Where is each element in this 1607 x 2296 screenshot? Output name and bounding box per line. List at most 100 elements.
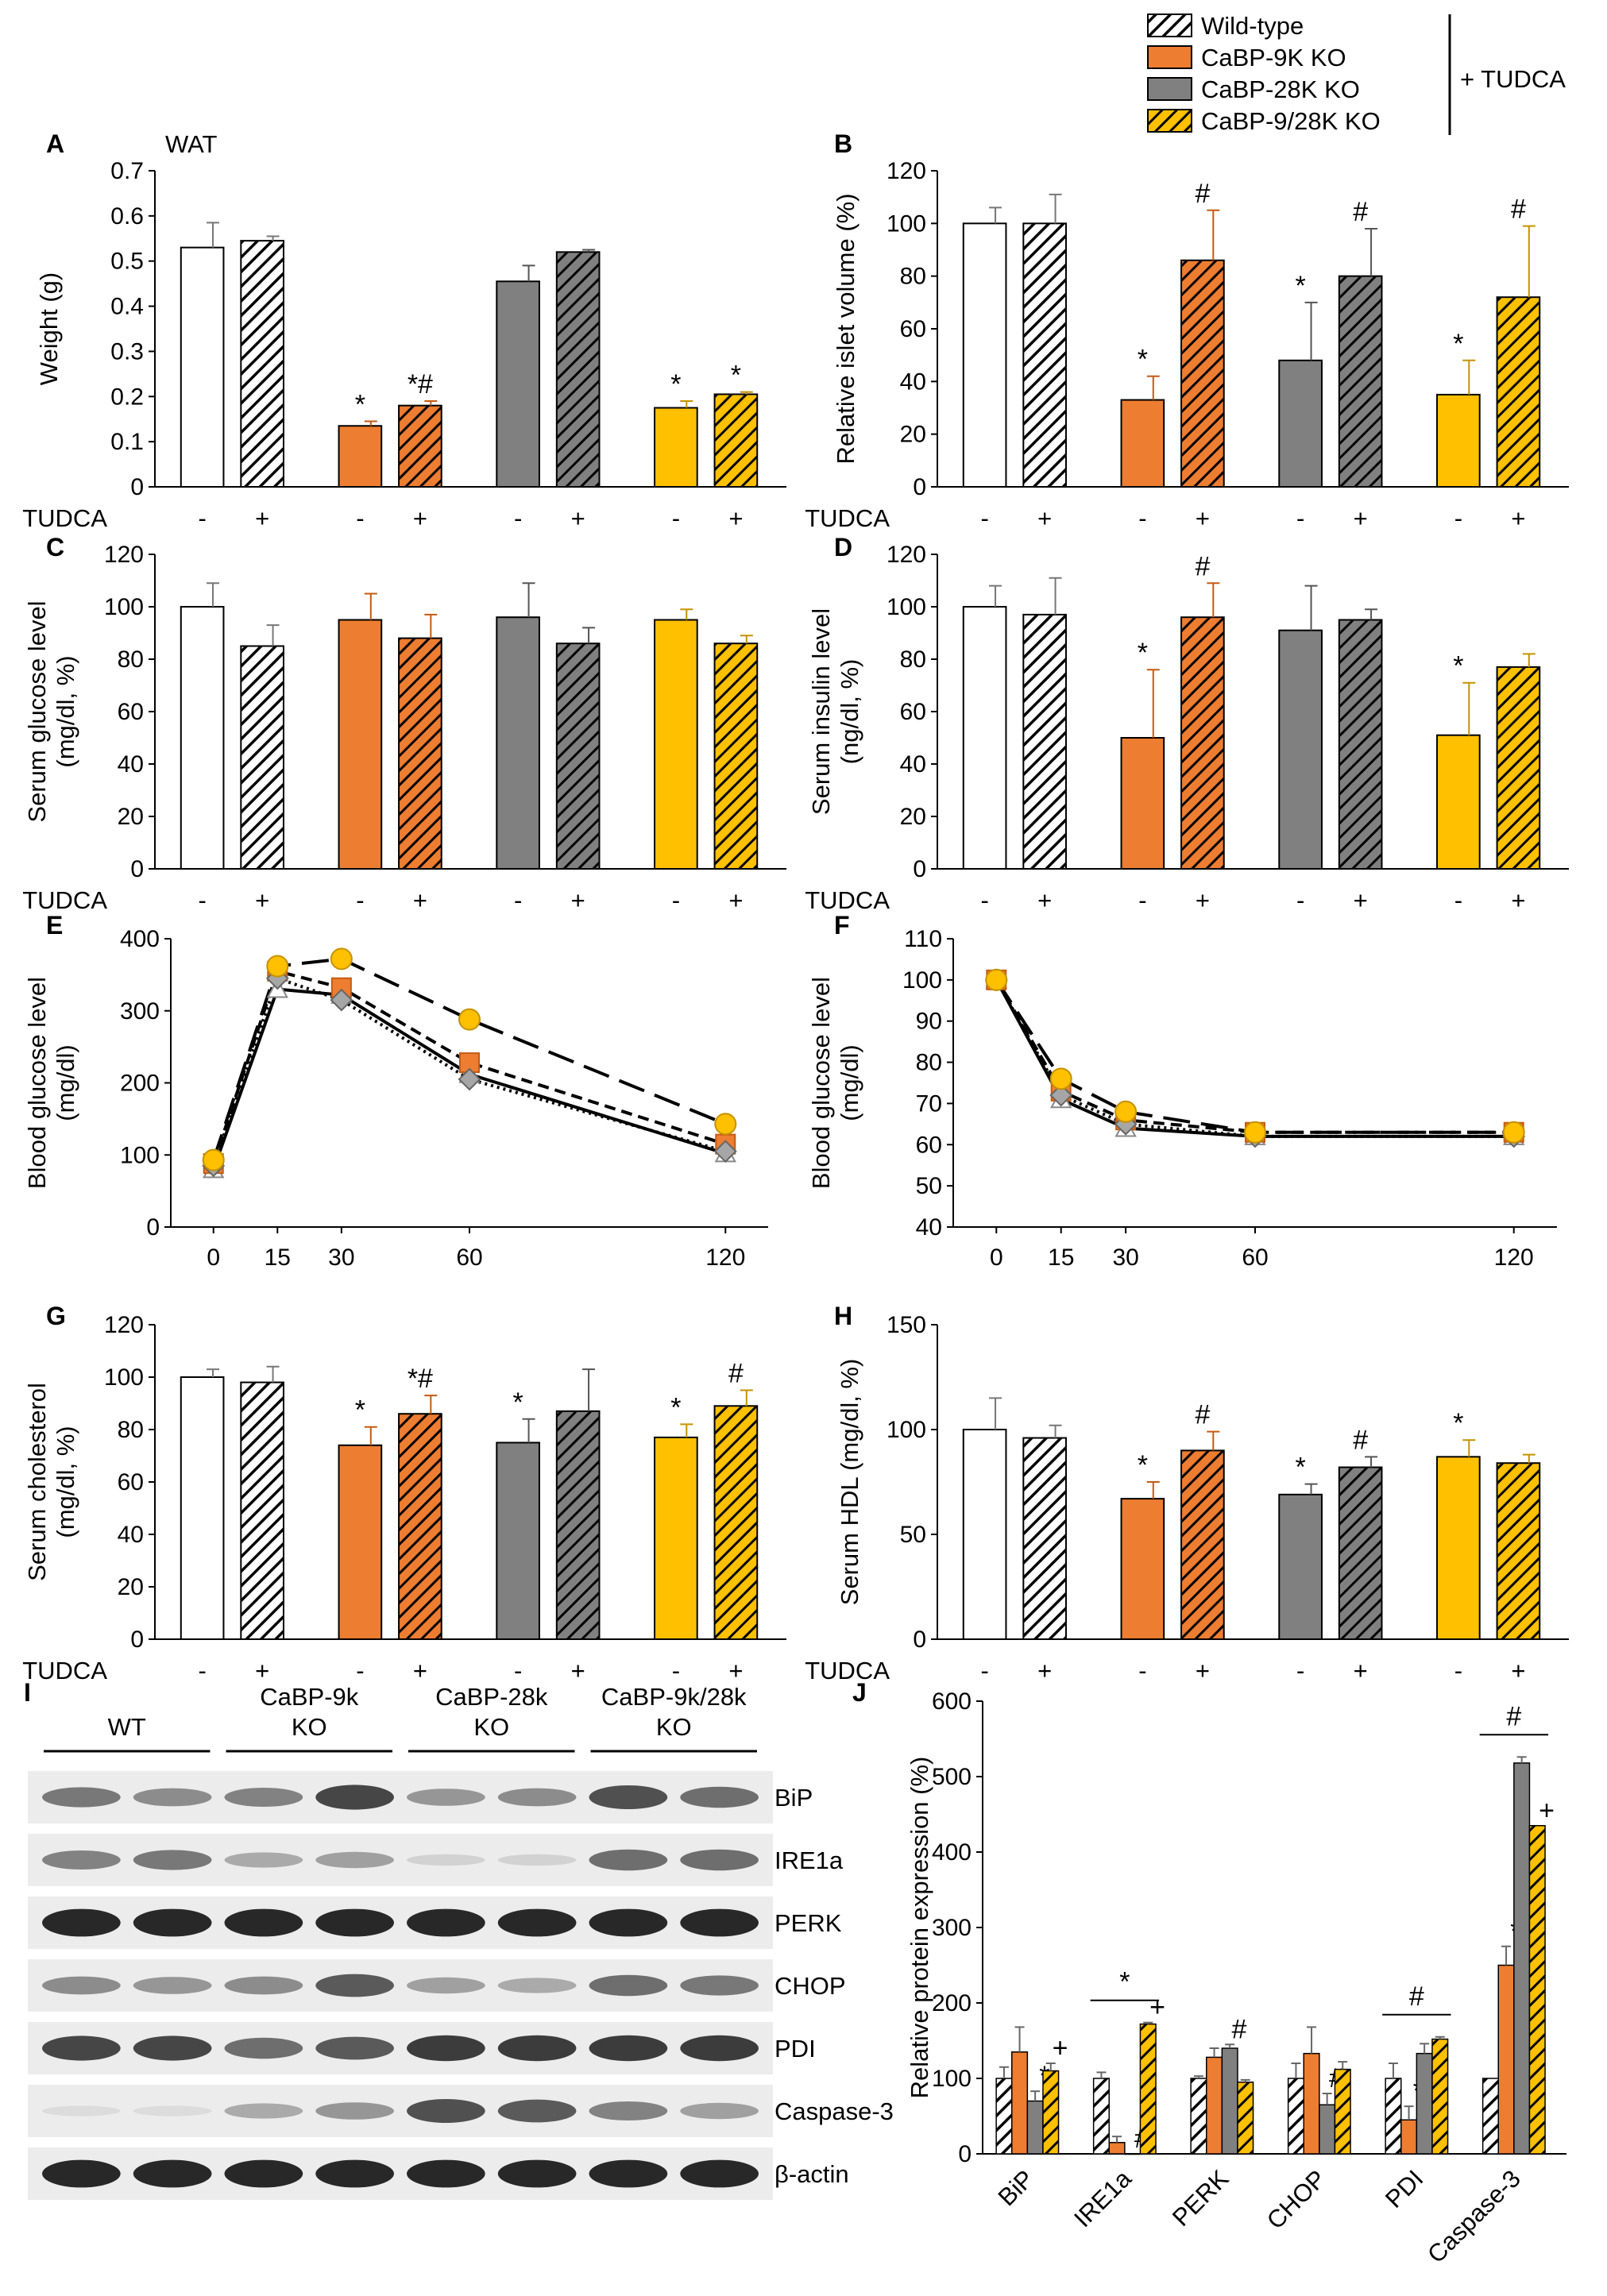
y-tick-label: 50 [900,1522,926,1548]
bar-wild-type-tudca [240,645,284,870]
x-tick-label: 15 [265,1244,291,1271]
blot-group-label-line1: CaBP-28k [435,1683,548,1711]
y-axis-title: Blood glucose level (mg/dl) [807,977,863,1189]
tudca-sign: - [1138,1657,1146,1684]
bar-caspase-3-wild-type [1481,2078,1500,2155]
y-tick-label: 20 [118,1574,144,1600]
significance-mark: * [355,390,365,420]
marker-cabp-9-28k-ko [985,968,1008,991]
bar-cabp-9-28k-ko-tudca [713,642,759,870]
x-tick-label: 60 [456,1244,482,1271]
marker-cabp-28k-ko [330,988,353,1012]
y-tick-label: 0.2 [110,384,144,410]
tudca-sign: - [980,1657,988,1684]
tudca-sign: + [1511,504,1525,532]
tudca-sign: + [1196,886,1210,914]
significance-mark: * [1453,1408,1463,1438]
y-tick-label: 120 [104,542,144,568]
blot-band [680,2102,759,2120]
tudca-sign: + [1196,1657,1210,1684]
bar-cabp-9k-ko-tudca [398,1413,442,1640]
tudca-sign: + [728,504,743,532]
blot-band [497,1788,577,1807]
tudca-sign: - [356,504,364,532]
panel-d-serum-insulin: 0 20 40 60 80 100 120 D - + * - # + - + * - + TUDCA Serum in… [805,533,1569,914]
x-category-label-group: CHOP [1261,2165,1331,2235]
y-tick-label: 150 [887,1312,926,1338]
x-tick-label: 0 [990,1244,1003,1271]
blot-band [42,1787,121,1808]
tudca-sign: + [571,1657,585,1684]
bracket-mark: # [1409,1982,1424,2012]
tudca-sign: + [413,1657,427,1684]
y-axis-title-text: Relative islet volume (%) [832,193,860,464]
tudca-sign: + [1511,886,1525,914]
marker-cabp-9-28k-ko [202,1148,225,1171]
bar-pdi-cabp-28k-ko [1416,2052,1433,2155]
significance-mark: # [1231,2014,1246,2044]
tudca-sign: + [728,886,743,914]
blot-band [315,1785,394,1810]
tudca-sign: + [1037,886,1052,914]
legend-bracket-label: + TUDCA [1460,65,1566,93]
bar-cabp-28k-ko-tudca [1338,1466,1383,1641]
bar-cabp-28k-ko-tudca [555,251,601,488]
y-axis-title-text: Relative protein expression (%) [906,1757,933,2099]
y-tick-label: 120 [887,542,926,568]
y-tick-label: 100 [932,2066,972,2092]
significance-mark: * [1453,329,1463,359]
blot-band [133,1908,212,1937]
significance-mark: * [670,1392,681,1422]
y-axis-title-line1: Serum glucose level [23,600,51,822]
blot-band [133,1850,212,1870]
bar-caspase-3-cabp-28k-ko [1513,1762,1531,2155]
y-tick-label: 60 [916,1132,942,1158]
y-tick-label: 120 [104,1312,144,1338]
bar-perk-cabp-9-28k-ko [1237,2082,1254,2155]
panel-j-protein-expression: J 0 100 200 300 400 500 600 Relative protein exp… [852,1678,1566,2268]
bar-cabp-9k-ko-ctrl [338,1444,383,1641]
panel-e-gtt: 0 100 200 300 400 E 0 15 30 60 120 Blood glucose le… [23,911,768,1271]
panel-letter: C [46,533,64,561]
significance-mark: * [1138,345,1148,375]
blot-band [589,2159,668,2188]
blot-band [680,2159,759,2188]
blot-band [315,2036,394,2060]
blot-band [224,1788,303,1807]
blot-band [680,1975,759,1996]
tudca-sign: + [571,504,585,532]
tudca-sign: - [198,504,206,532]
x-category-label-group: BiP [993,2165,1040,2212]
bar-cabp-9k-ko-tudca [398,637,442,870]
blot-band [224,1976,303,1995]
bracket-mark: # [1506,1701,1521,1731]
panel-h-hdl: 0 50 100 150 H - + * - # + * - # + * - + TUDCA Serum HDL (m… [805,1302,1569,1684]
panel-g-cholesterol: 0 20 40 60 80 100 120 G - + * - *# + * - + * - # + TUDCA Serum… [22,1302,786,1684]
y-tick-label: 80 [916,1050,942,1076]
bar-cabp-9-28k-ko-ctrl [1436,1456,1481,1640]
y-axis-title: Serum cholesterol (mg/dl, %) [23,1383,79,1581]
x-category-label-group: IRE1a [1068,2164,1137,2232]
tudca-sign: - [1296,504,1304,532]
bar-wild-type-ctrl [962,1429,1007,1640]
bar-pdi-cabp-9-28k-ko [1431,2038,1449,2155]
bar-caspase-3-cabp-9-28k-ko [1528,1825,1546,2155]
blot-band [315,1908,394,1937]
y-tick-label: 100 [887,594,926,620]
y-tick-label: 0.1 [110,429,144,455]
blot-band [680,1786,759,1808]
tudca-sign: + [1354,1657,1368,1684]
bar-wild-type-tudca [240,1381,284,1640]
panel-a-wat-weight: 0 0.1 0.2 0.3 0.4 0.5 0.6 0.7 A - + * - *# + - + * - * + TUDC… [22,129,786,532]
significance-mark: # [1195,551,1210,581]
blot-row-label: CHOP [775,1972,846,2000]
y-tick-label: 0 [130,474,144,500]
bar-perk-cabp-9k-ko [1206,2056,1223,2155]
y-axis-title-line2: (mg/dl, %) [52,1426,79,1538]
marker-cabp-9k-ko [459,1052,480,1074]
blot-row-label: PDI [775,2035,816,2063]
marker-cabp-28k-ko [713,1140,737,1163]
bar-wild-type-ctrl [962,606,1007,870]
y-tick-label: 100 [902,967,942,994]
bar-cabp-9-28k-ko-ctrl [1436,734,1481,870]
